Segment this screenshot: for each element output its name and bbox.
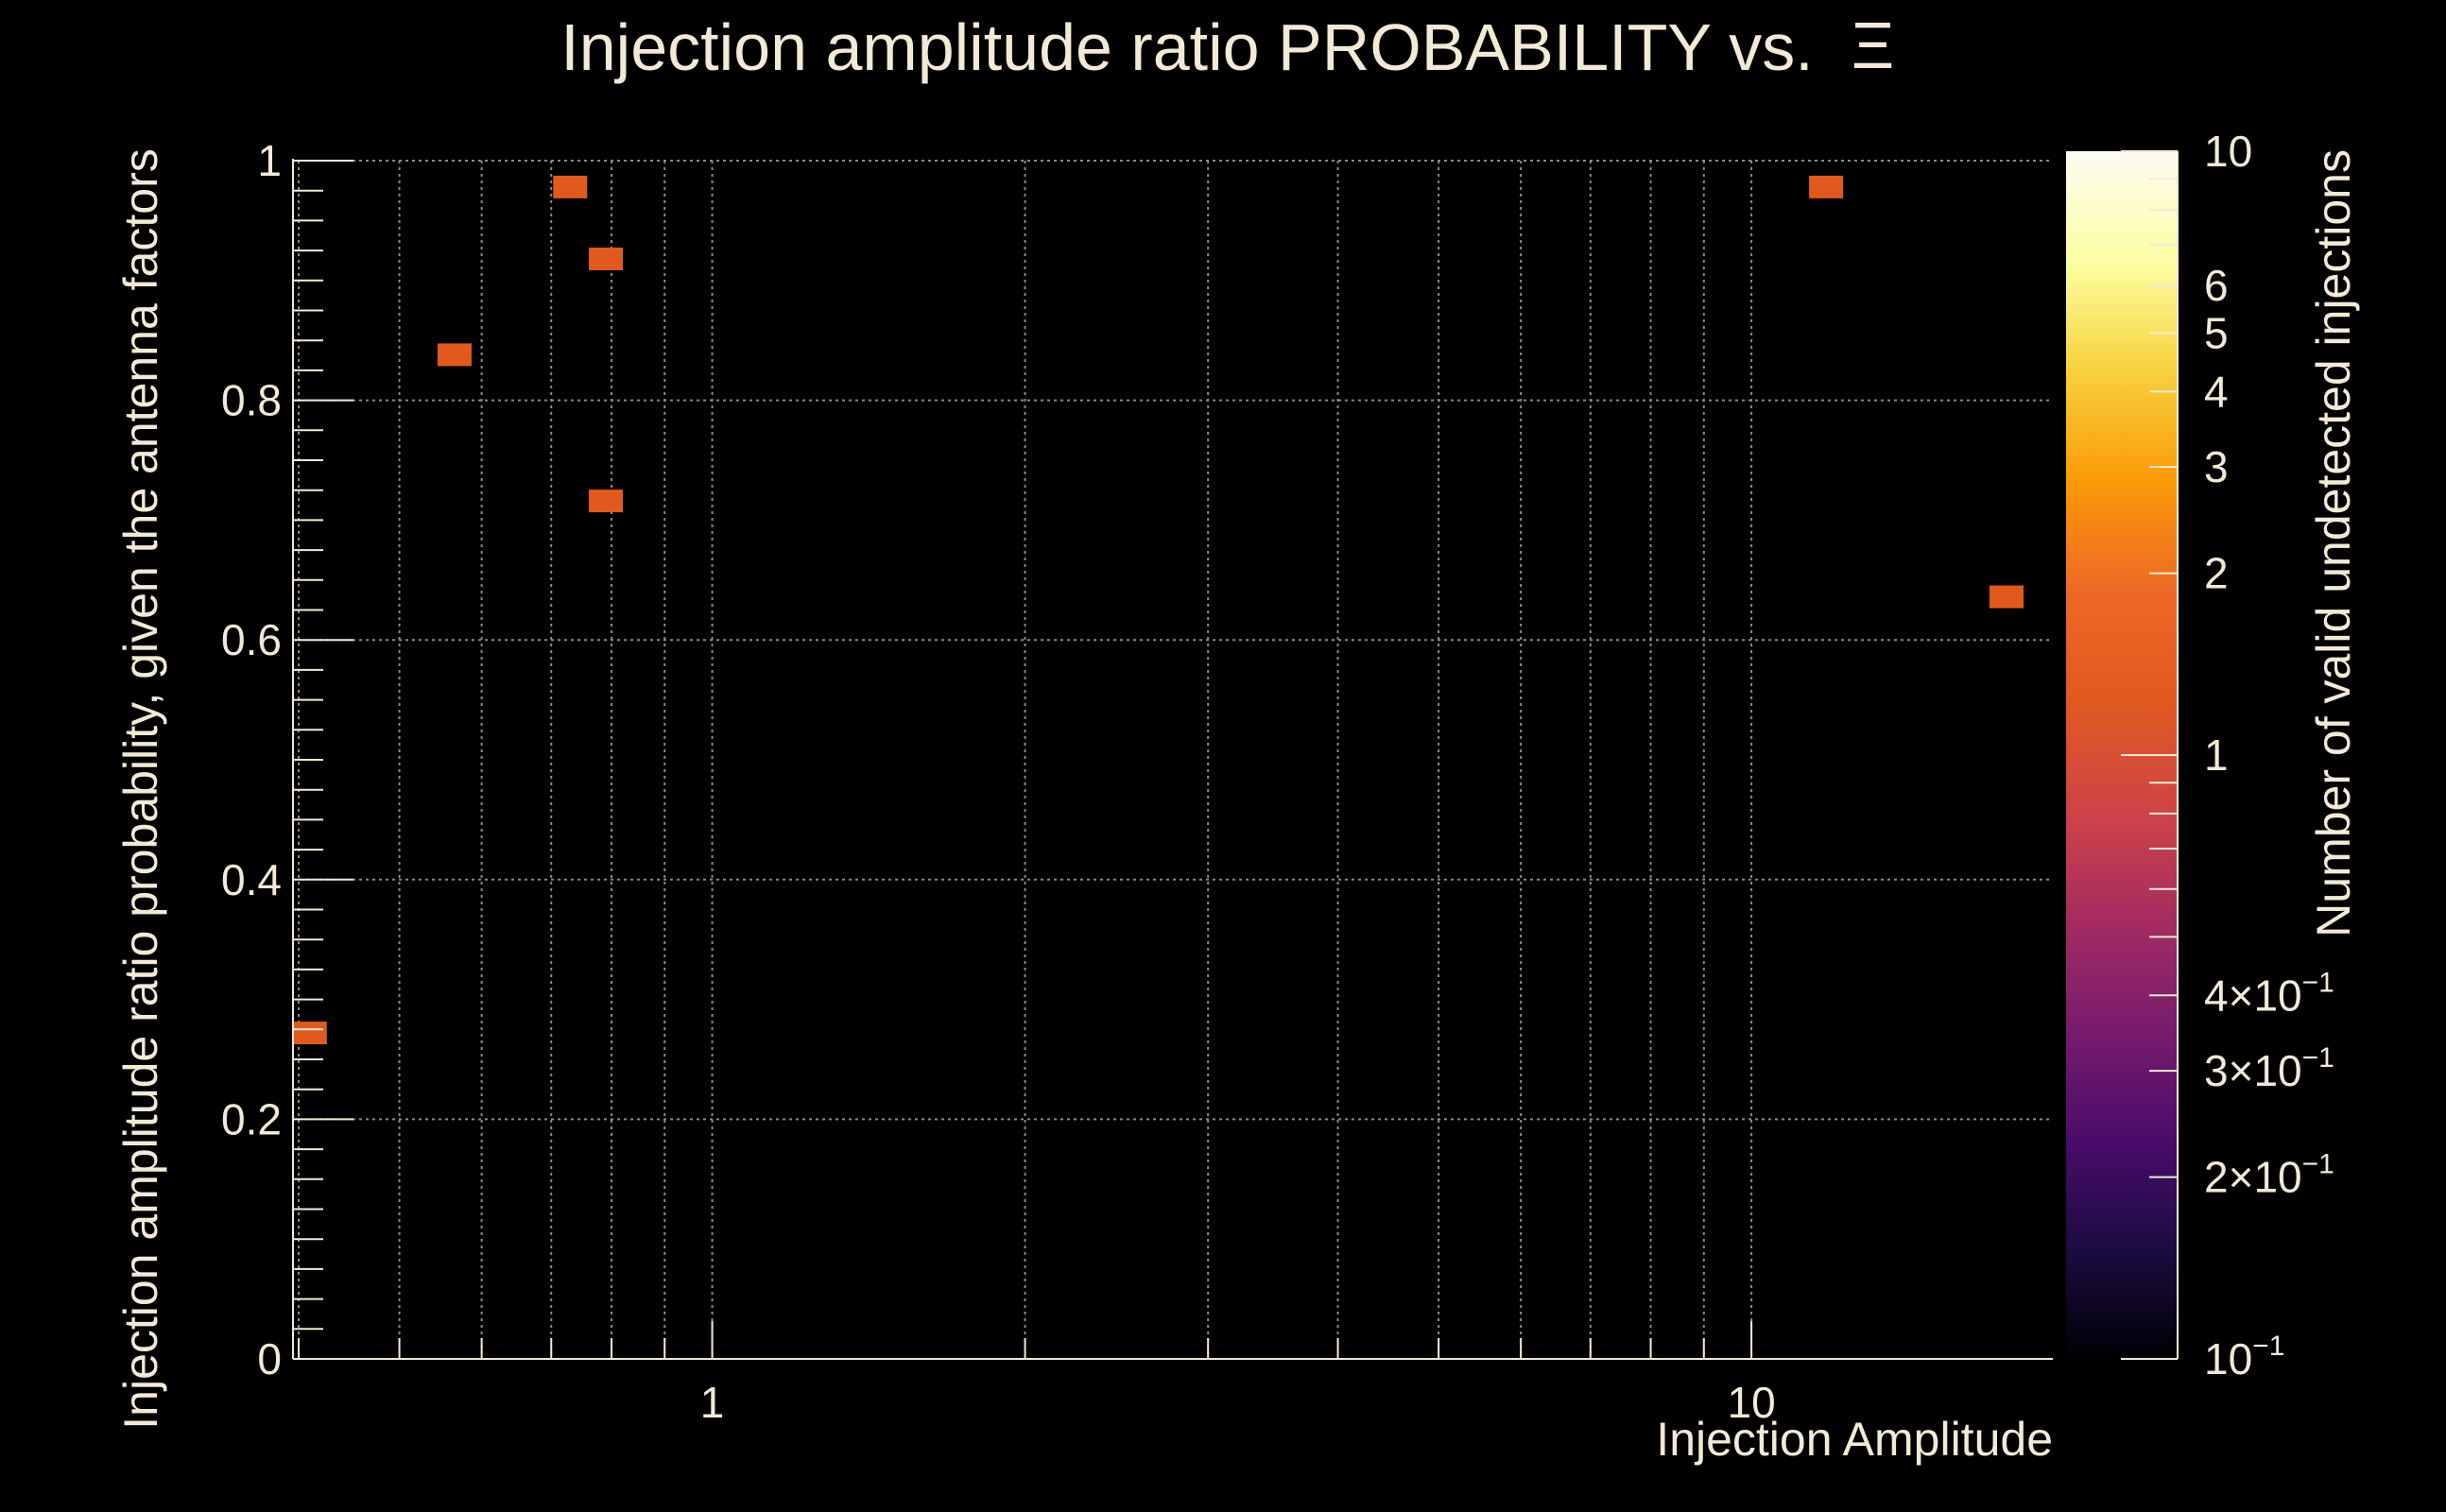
colorbar-tick-exponent: −1 [2302, 1042, 2334, 1074]
colorbar-tick-label: 4 [2204, 367, 2229, 416]
y-tick-label: 0 [257, 1334, 282, 1383]
colorbar-tick-label: 2×10−1 [2204, 1149, 2334, 1202]
data-cell [1809, 175, 1844, 198]
axes-frame [292, 159, 2053, 1360]
data-cell [292, 1022, 327, 1045]
data-cell [553, 175, 588, 198]
colorbar-tick-label: 3×10−1 [2204, 1042, 2334, 1095]
data-cells [292, 175, 2024, 1045]
colorbar-tick-label: 10−1 [2204, 1331, 2284, 1383]
colorbar-tick-label: 3 [2204, 442, 2229, 491]
colorbar-tick-label: 1 [2204, 730, 2229, 780]
y-axis: 0 0.2 0.4 0.6 0.8 1 [221, 136, 353, 1383]
x-axis-label: Injection Amplitude [1656, 1413, 2053, 1466]
colorbar-tick-exponent: −1 [2252, 1331, 2284, 1362]
y-tick-label: 0.2 [221, 1094, 282, 1143]
y-tick-label: 0.6 [221, 615, 282, 664]
y-tick-label: 1 [257, 136, 282, 185]
chart-title: Injection amplitude ratio PROBABILITY vs… [560, 10, 1813, 84]
colorbar-tick-label: 6 [2204, 261, 2229, 310]
y-tick-label: 0.8 [221, 376, 282, 425]
y-tick-label: 0.4 [221, 855, 282, 904]
x-axis: 1 10 [298, 1321, 1776, 1427]
data-cell [588, 247, 623, 270]
colorbar-tick-label: 10 [2204, 127, 2252, 176]
data-cell [588, 490, 623, 513]
data-cell [437, 343, 472, 367]
chart-title-symbol: Ξ [1852, 9, 1895, 82]
colorbar-tick-exponent: −1 [2302, 1149, 2334, 1180]
colorbar-tick-exponent: −1 [2302, 967, 2334, 998]
colorbar-tick-label: 5 [2204, 308, 2229, 357]
grid-lines [293, 160, 2053, 1360]
colorbar-label: Number of valid undetected injections [2307, 149, 2360, 937]
colorbar-axis: 10 65 4 3 2 1 4×10−1 3×10−1 2×10−1 10−1 [2121, 127, 2334, 1383]
y-axis-label: Injection amplitude ratio probability, g… [114, 148, 167, 1429]
colorbar-tick-label: 2 [2204, 549, 2229, 598]
x-tick-label: 1 [700, 1378, 725, 1427]
data-cell [1990, 585, 2024, 609]
colorbar-tick-label: 4×10−1 [2204, 967, 2334, 1020]
x-tick-label: 10 [1728, 1378, 1776, 1427]
